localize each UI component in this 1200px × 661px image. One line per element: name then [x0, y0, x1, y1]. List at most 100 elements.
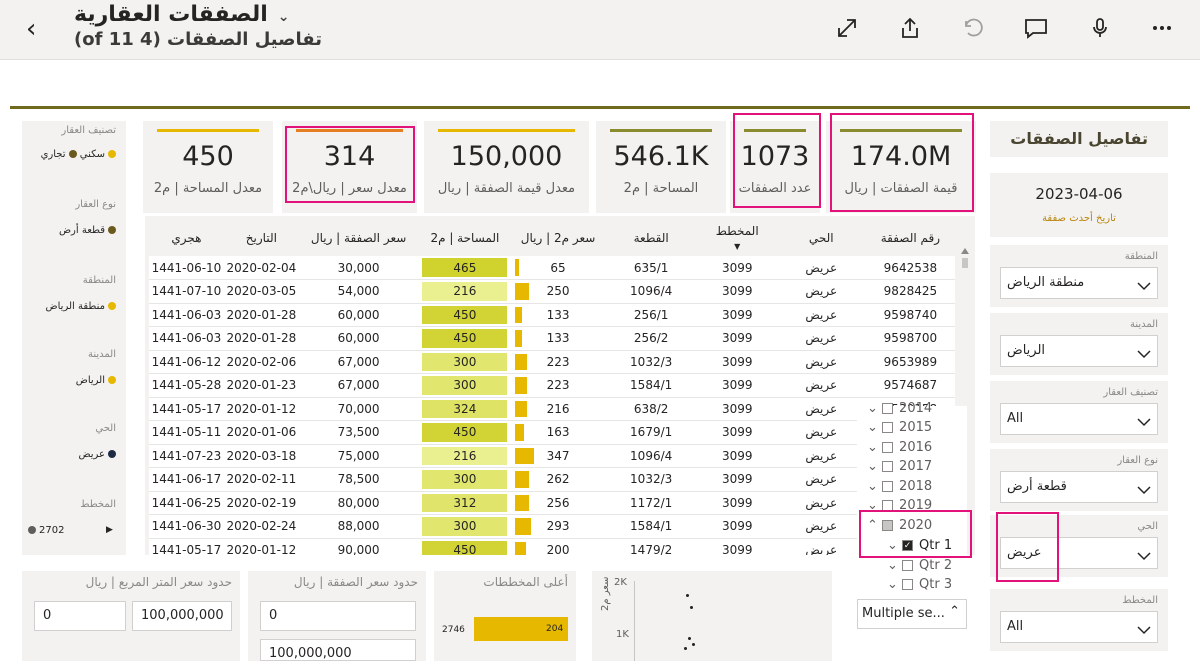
checkbox[interactable]	[882, 442, 894, 453]
price-databar	[515, 518, 532, 535]
table-cell: 1441-06-12	[149, 350, 224, 374]
col-deal-price[interactable]: سعر الصفقة | ريال	[310, 231, 407, 245]
table-cell: 2020-03-18	[223, 444, 299, 468]
report-canvas: تصنيف العقار سكني تجاري نوع العقار قطعة …	[0, 61, 1200, 661]
range-max-input[interactable]: 100,000,000	[132, 601, 232, 631]
col-district[interactable]: الحي	[808, 231, 834, 245]
back-icon[interactable]: ‹	[26, 14, 37, 44]
checkbox-checked[interactable]: ✓	[902, 540, 914, 551]
checkbox[interactable]	[882, 422, 894, 433]
quarter-row[interactable]: ⌄ Qtr 3	[887, 577, 952, 592]
cell-text: 262	[546, 472, 570, 487]
checkbox[interactable]	[882, 481, 894, 492]
col-plan[interactable]: المخطط ▼	[698, 220, 777, 256]
col-hijri[interactable]: هجري	[171, 231, 202, 245]
table-cell: عريض	[776, 444, 866, 468]
year-row[interactable]: ⌄ 2019	[867, 498, 932, 513]
col-deal-no[interactable]: رقم الصفقة	[880, 231, 941, 245]
table-row[interactable]: 1441-06-03 2020-01-28 60,000 450 133 256/2 309…	[149, 326, 955, 351]
slicer-dropdown[interactable]: قطعة أرض	[1000, 471, 1158, 503]
report-title-dropdown[interactable]: الصفقات العقارية ⌄	[74, 2, 322, 27]
comment-icon[interactable]	[1022, 14, 1050, 42]
table-cell: 2020-02-04	[223, 256, 299, 280]
table-row[interactable]: 1441-06-10 2020-02-04 30,000 465 65 635/1 3099…	[149, 256, 955, 280]
col-date[interactable]: التاريخ	[245, 231, 277, 245]
legend-dot	[68, 150, 77, 158]
legend-item: عريض	[78, 449, 116, 460]
table-row[interactable]: 1441-06-12 2020-02-06 67,000 300 223 1032/3 30…	[149, 350, 955, 374]
year-row[interactable]: ⌃ 2020	[867, 518, 932, 533]
checkbox-partial[interactable]	[882, 520, 894, 531]
slicer-dropdown[interactable]: All	[1000, 611, 1158, 643]
table-row[interactable]: 1441-06-03 2020-01-28 60,000 450 133 256/1 309…	[149, 303, 955, 327]
table-row[interactable]: 1441-05-11 2020-01-06 73,500 450 163 1679/1 30…	[149, 420, 955, 445]
undo-icon[interactable]	[959, 14, 987, 42]
expand-icon[interactable]	[833, 14, 861, 42]
kpi-accent	[438, 129, 575, 132]
more-options-icon[interactable]	[1148, 14, 1176, 42]
table-row[interactable]: 1441-07-23 2020-03-18 75,000 216 347 1096/4 30…	[149, 444, 955, 468]
checkbox[interactable]	[902, 579, 914, 590]
scatter-point[interactable]	[684, 647, 687, 650]
kpi-accent	[744, 129, 806, 132]
table-cell: 3099	[697, 397, 777, 421]
table-cell: 9653989	[865, 350, 955, 374]
table-row[interactable]: 1441-05-17 2020-01-12 90,000 450 200 1479/2 30…	[149, 538, 955, 555]
table-row[interactable]: 1441-05-17 2020-01-12 70,000 324 216 638/2 309…	[149, 397, 955, 421]
table-cell: 60,000	[298, 303, 419, 327]
year-row[interactable]: ⌄ 2014	[867, 401, 932, 416]
slicer-dropdown[interactable]: الرياض	[1000, 335, 1158, 367]
range-max-input[interactable]: 100,000,000	[260, 639, 416, 661]
table-cell: 1096/4	[604, 444, 698, 468]
legend-panel: تصنيف العقار سكني تجاري نوع العقار قطعة …	[22, 121, 126, 555]
col-plot[interactable]: القطعة	[633, 231, 669, 245]
year-label: 2019	[899, 498, 933, 513]
chart-title: أعلى المخططات	[483, 575, 568, 589]
table-row[interactable]: 1441-06-25 2020-02-19 80,000 312 256 1172/1 30…	[149, 491, 955, 515]
play-icon[interactable]: ▶	[106, 525, 113, 535]
legend-label: سكني	[79, 149, 105, 160]
table-cell: 9642538	[865, 256, 955, 280]
slicer-dropdown[interactable]: منطقة الرياض	[1000, 267, 1158, 299]
multiple-select-dropdown[interactable]: Multiple se... ⌃	[857, 599, 967, 629]
slicer-value: الرياض	[1007, 343, 1046, 358]
range-min-input[interactable]: 0	[260, 601, 416, 631]
legend-dot	[108, 302, 116, 310]
cell-text: 312	[453, 495, 477, 510]
scatter-point[interactable]	[686, 594, 689, 597]
legend-title: الحي	[95, 423, 116, 434]
year-row[interactable]: ⌄ 2016	[867, 440, 932, 455]
checkbox[interactable]	[902, 560, 914, 571]
cell-text: 223	[546, 354, 570, 369]
year-row[interactable]: ⌄ 2015	[867, 420, 932, 435]
table-row[interactable]: 1441-06-30 2020-02-24 88,000 300 293 1584/1 30…	[149, 514, 955, 539]
table-row[interactable]: 1441-07-10 2020-03-05 54,000 216 250 1096/4 30…	[149, 279, 955, 304]
col-price-m2[interactable]: سعر م2 | ريال	[520, 231, 596, 245]
share-icon[interactable]	[896, 14, 924, 42]
scatter-point[interactable]	[690, 606, 693, 609]
microphone-icon[interactable]	[1086, 14, 1114, 42]
table-cell: 9598700	[865, 326, 955, 351]
year-row[interactable]: ⌄ 2017	[867, 459, 932, 474]
bar[interactable]	[474, 617, 568, 641]
year-row[interactable]: ⌄ 2018	[867, 479, 932, 494]
quarter-row[interactable]: ⌄ Qtr 2	[887, 558, 952, 573]
chevron-down-icon	[1137, 276, 1151, 295]
table-row[interactable]: 1441-05-28 2020-01-23 67,000 300 223 1584/1 30…	[149, 373, 955, 398]
table-cell: 262	[511, 467, 605, 492]
scatter-point[interactable]	[692, 643, 695, 646]
range-min-input[interactable]: 0	[34, 601, 126, 631]
table-scrollbar[interactable]	[961, 248, 969, 548]
slicer-dropdown[interactable]: All	[1000, 403, 1158, 435]
chevron-down-icon: ⌄	[887, 577, 898, 592]
table-row[interactable]: 1441-06-17 2020-02-11 78,500 300 262 1032/3 30…	[149, 467, 955, 492]
table-cell: 1032/3	[604, 350, 698, 374]
divider-line	[10, 106, 1190, 109]
checkbox[interactable]	[882, 461, 894, 472]
scatter-point[interactable]	[688, 637, 691, 640]
table-cell: 450	[418, 326, 512, 351]
checkbox[interactable]	[882, 403, 894, 414]
col-area[interactable]: المساحة | م2	[430, 231, 500, 245]
slicer-dropdown[interactable]: عريض	[1000, 537, 1158, 569]
quarter-row[interactable]: ⌄ ✓ Qtr 1	[887, 538, 952, 553]
